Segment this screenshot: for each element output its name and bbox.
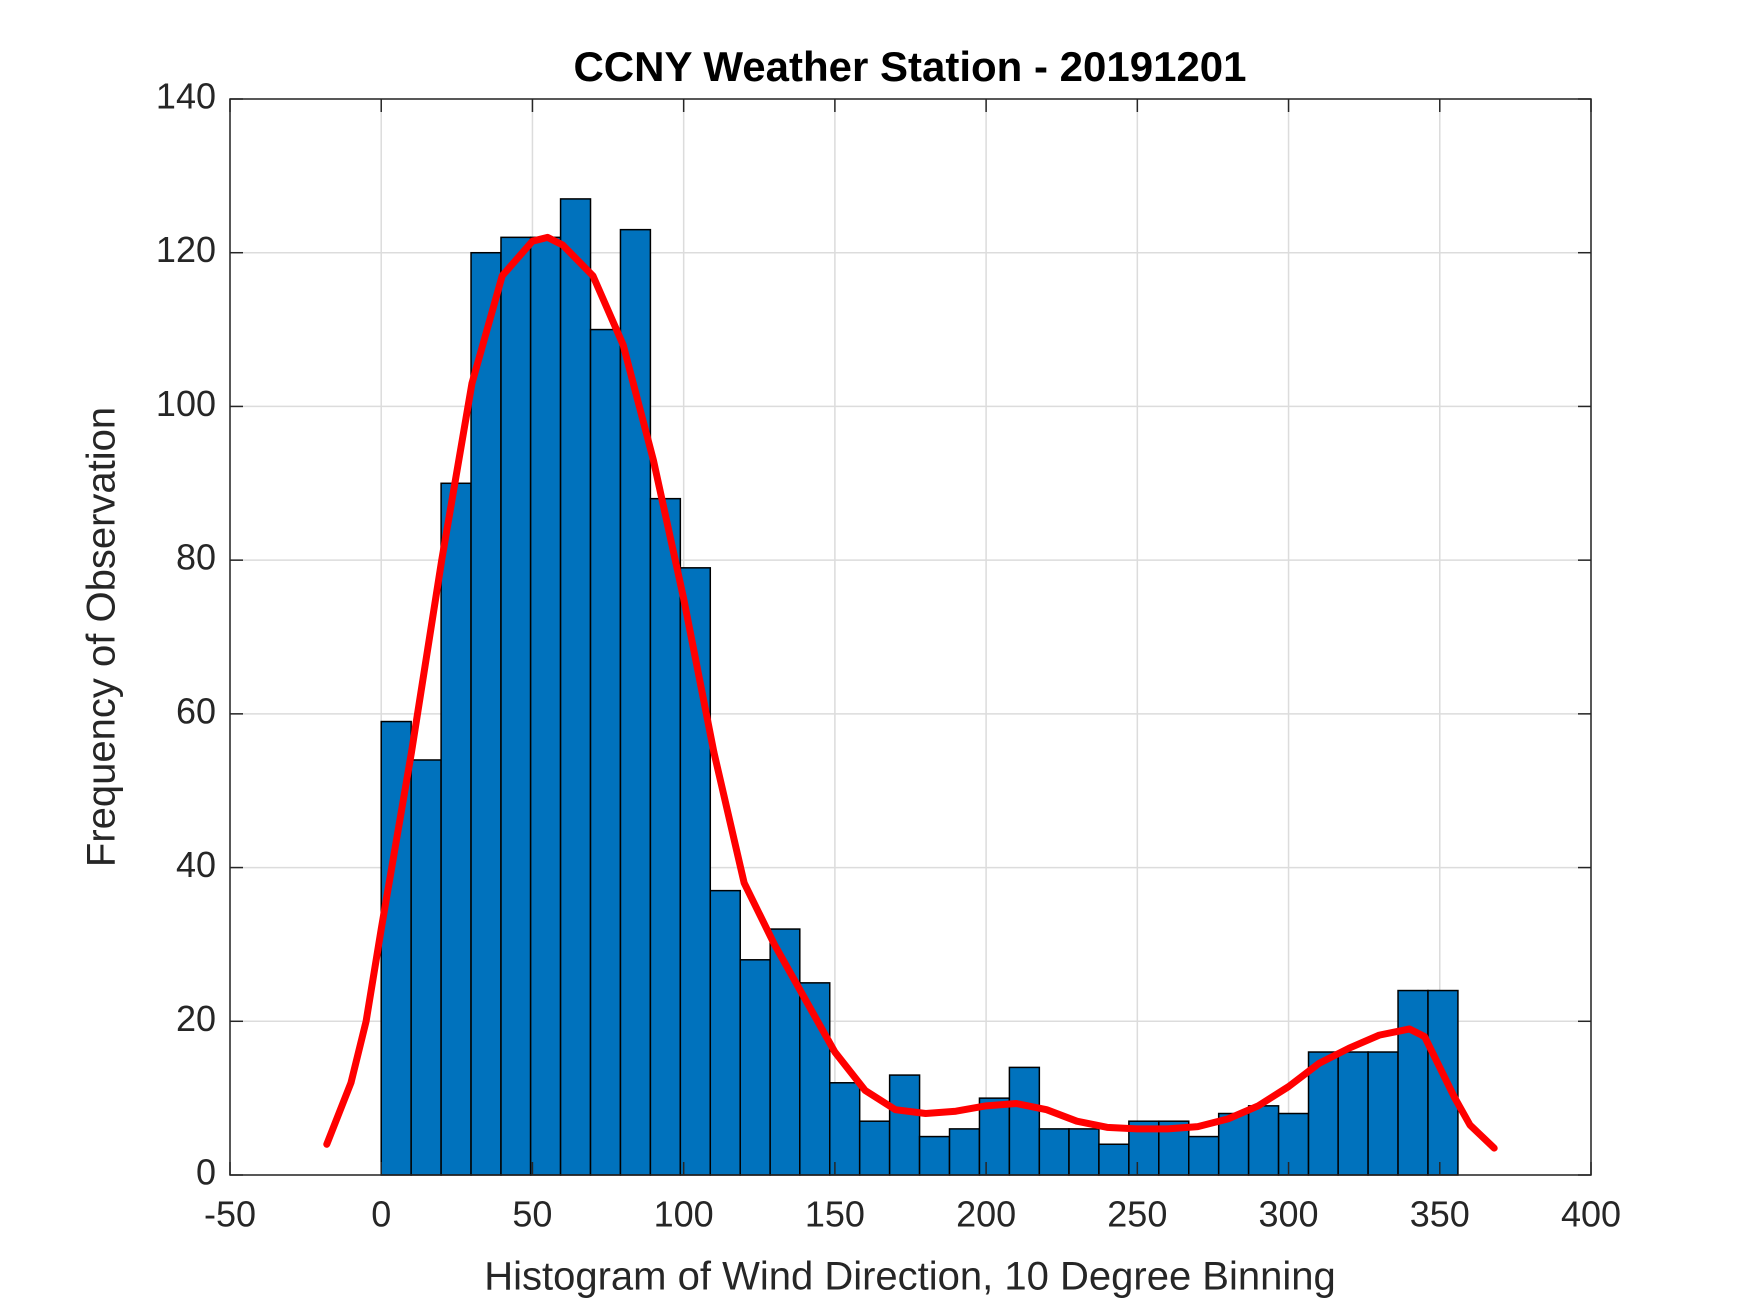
bar [410, 759, 442, 1176]
bar [529, 236, 562, 1176]
bar [1098, 1143, 1130, 1176]
x-tick-label: 100 [654, 1194, 714, 1235]
bar [440, 482, 472, 1176]
bar [1068, 1128, 1100, 1176]
bar [1008, 1066, 1041, 1176]
bar [500, 236, 532, 1176]
bar [948, 1128, 981, 1176]
bar [739, 959, 771, 1176]
bar [888, 1074, 921, 1176]
y-tick-label: 60 [176, 690, 216, 731]
bar [858, 1120, 891, 1176]
bar [1247, 1105, 1280, 1176]
bar [619, 228, 652, 1176]
x-tick-label: 0 [371, 1194, 391, 1235]
x-tick-label: 150 [805, 1194, 865, 1235]
density-line [323, 233, 1498, 1152]
bar [1397, 989, 1429, 1176]
bar [470, 251, 502, 1176]
y-axis-label: Frequency of Observation [80, 407, 124, 867]
y-tick-label: 120 [156, 229, 216, 270]
bar [1277, 1112, 1310, 1176]
bar [1337, 1051, 1369, 1176]
bar [709, 889, 741, 1176]
y-tick-label: 20 [176, 998, 216, 1039]
y-tick-label: 140 [156, 76, 216, 117]
chart-title: CCNY Weather Station - 20191201 [573, 43, 1246, 90]
x-tick-label: 350 [1410, 1194, 1470, 1235]
bar [1427, 989, 1459, 1176]
bar [828, 1082, 861, 1176]
x-tick-label: 50 [512, 1194, 552, 1235]
bar [559, 198, 592, 1176]
y-tick-label: 0 [196, 1152, 216, 1193]
bar [649, 497, 682, 1176]
bar [918, 1135, 951, 1176]
x-axis-label: Histogram of Wind Direction, 10 Degree B… [484, 1255, 1336, 1299]
y-tick-label: 80 [176, 537, 216, 578]
x-tick-label: 400 [1561, 1194, 1621, 1235]
x-tick-label: 300 [1259, 1194, 1319, 1235]
y-tick-label: 40 [176, 844, 216, 885]
bar [1367, 1051, 1399, 1176]
bar [1038, 1128, 1070, 1176]
bar [1187, 1135, 1220, 1176]
x-tick-label: 250 [1107, 1194, 1167, 1235]
y-tick-label: 100 [156, 383, 216, 424]
x-tick-label: -50 [204, 1194, 256, 1235]
bar [589, 328, 622, 1176]
x-tick-label: 200 [956, 1194, 1016, 1235]
axes-box [229, 98, 1592, 1176]
